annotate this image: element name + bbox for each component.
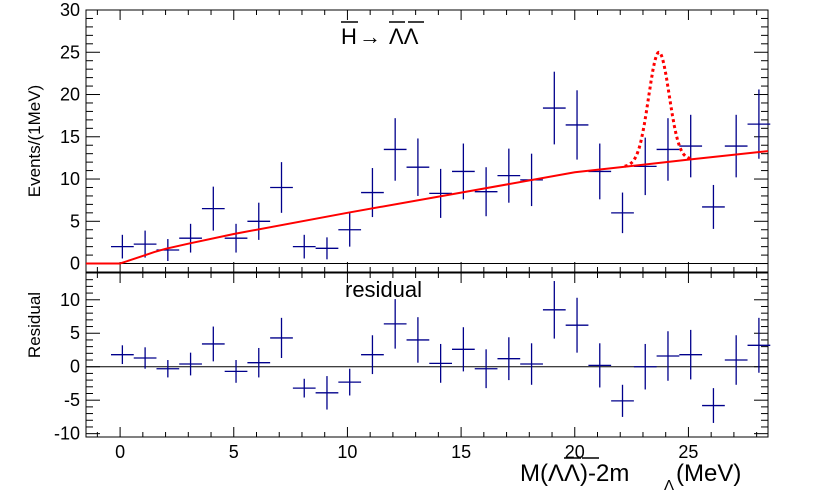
main-title: H → ΛΛ: [341, 21, 424, 49]
main-data-point: [497, 148, 521, 203]
residual-data-point: [429, 343, 453, 383]
main-data-point: [383, 118, 407, 181]
residual-y-tick-label: 5: [70, 323, 80, 343]
main-data-point: [133, 230, 157, 258]
residual-data-point: [179, 352, 202, 376]
x-tick-label: 20: [565, 442, 585, 462]
residual-plot-frame: [85, 272, 769, 438]
main-y-tick-label: 20: [60, 85, 80, 105]
main-x-ticks: [96, 10, 758, 272]
main-data-point: [588, 143, 612, 200]
main-y-tick-label: 10: [60, 169, 80, 189]
x-tick-label: 15: [451, 442, 471, 462]
residual-data-point: [133, 347, 157, 369]
residual-data-point: [338, 368, 362, 396]
main-y-tick-label: 5: [70, 211, 80, 231]
main-data-point: [292, 234, 316, 259]
residual-data-point: [315, 376, 339, 410]
residual-data-point: [656, 331, 680, 381]
background-fit-curve: [86, 150, 769, 265]
residual-data-point: [588, 343, 612, 388]
title-h: H: [341, 24, 357, 49]
title-lambdas: ΛΛ: [389, 24, 419, 49]
main-data-point: [315, 237, 339, 260]
x-axis-label-units: (MeV): [676, 460, 741, 487]
main-data-point: [338, 212, 362, 247]
residual-data-point: [224, 360, 248, 383]
main-y-tick-label: 0: [70, 254, 80, 274]
residual-data-point: [383, 299, 407, 349]
residual-data-point: [452, 327, 475, 372]
main-y-tick-label: 30: [60, 0, 80, 20]
x-tick-label: 5: [229, 442, 239, 462]
x-axis-label-subscript: Λ: [664, 477, 674, 494]
residual-data-point: [497, 337, 521, 381]
residual-data-point: [747, 317, 771, 373]
x-tick-label: 10: [337, 442, 357, 462]
residual-data-point: [361, 335, 384, 375]
residual-y-tick-label: -5: [64, 390, 80, 410]
x-axis-label: M(ΛΛ)-2m Λ (MeV): [520, 457, 741, 494]
residual-y-ticks: -10 -5 0 5 10: [54, 272, 768, 444]
residual-data-point: [292, 378, 316, 398]
x-tick-label: 25: [678, 442, 698, 462]
residual-data-points: [111, 281, 771, 423]
main-y-tick-label: 25: [60, 42, 80, 62]
main-data-point: [656, 118, 680, 181]
main-data-point: [452, 143, 475, 200]
main-data-point: [702, 184, 725, 229]
residual-annotation: residual: [345, 277, 422, 302]
residual-data-point: [611, 384, 634, 417]
residual-data-point: [474, 349, 498, 389]
residual-y-axis-label: Residual: [25, 292, 44, 358]
main-data-point: [429, 168, 453, 218]
main-plot-frame: [85, 9, 769, 273]
main-data-point: [224, 223, 248, 253]
residual-data-point: [633, 343, 657, 390]
residual-panel: -10 -5 0 5 10 0 5 10 15 20 25 residual Residual M…: [25, 272, 771, 494]
residual-data-point: [542, 281, 566, 339]
main-data-point: [542, 71, 566, 145]
residual-data-point: [201, 326, 225, 362]
main-y-ticks: 0 5 10 15 20 25 30: [60, 0, 768, 274]
main-data-point: [474, 167, 498, 217]
main-y-axis-label: Events/(1MeV): [25, 85, 44, 197]
residual-y-tick-label: 0: [70, 357, 80, 377]
signal-peak-curve: [624, 50, 694, 168]
residual-data-point: [406, 317, 430, 363]
residual-data-point: [270, 317, 293, 359]
main-data-point: [633, 137, 657, 196]
main-data-point: [201, 186, 225, 231]
x-tick-label: 0: [115, 442, 125, 462]
main-data-point: [679, 114, 703, 178]
main-data-points: [111, 71, 771, 262]
main-data-point: [247, 202, 271, 240]
residual-data-point: [565, 297, 589, 353]
residual-data-point: [156, 360, 180, 378]
main-y-tick-label: 15: [60, 127, 80, 147]
main-data-point: [270, 162, 293, 213]
main-data-point: [179, 223, 202, 253]
title-arrow: →: [359, 24, 381, 49]
main-data-point: [565, 90, 589, 160]
main-data-point: [406, 138, 430, 196]
residual-data-point: [111, 345, 134, 365]
main-panel: 0 5 10 15 20 25 30 Events/(1MeV) H → ΛΛ: [25, 0, 771, 274]
main-data-point: [111, 234, 134, 259]
residual-y-tick-label: -10: [54, 424, 80, 444]
residual-data-point: [679, 329, 703, 380]
residual-data-point: [520, 343, 543, 385]
residual-data-point: [724, 335, 748, 385]
residual-y-tick-label: 10: [60, 290, 80, 310]
main-data-point: [724, 114, 748, 178]
x-axis-label-main: M(ΛΛ)-2m: [520, 460, 629, 487]
residual-data-point: [247, 347, 271, 378]
main-data-point: [747, 89, 771, 159]
main-data-point: [611, 192, 634, 234]
residual-x-ticks: 0 5 10 15 20 25: [96, 273, 758, 462]
residual-data-point: [702, 388, 725, 423]
